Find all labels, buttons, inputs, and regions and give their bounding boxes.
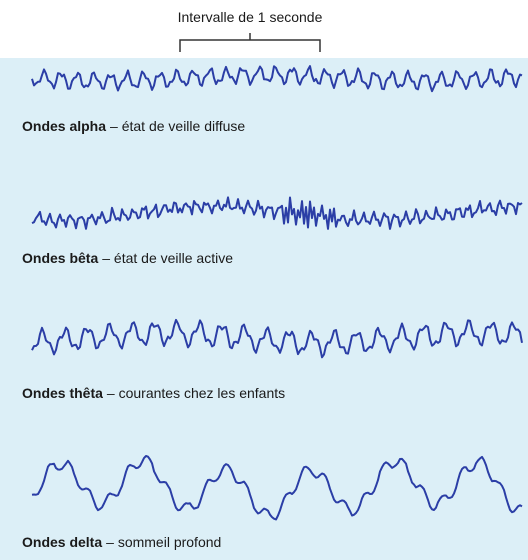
eeg-wave bbox=[31, 196, 523, 230]
interval-bracket bbox=[179, 33, 321, 52]
wave-label: Ondes thêta – courantes chez les enfants bbox=[22, 385, 285, 401]
wave-name: Ondes delta bbox=[22, 534, 102, 550]
wave-description: – état de veille diffuse bbox=[110, 118, 245, 134]
eeg-wave bbox=[31, 65, 523, 93]
wave-name: Ondes alpha bbox=[22, 118, 106, 134]
wave-name: Ondes thêta bbox=[22, 385, 103, 401]
eeg-wave bbox=[31, 318, 523, 359]
wave-description: – courantes chez les enfants bbox=[107, 385, 285, 401]
wave-description: – état de veille active bbox=[102, 250, 233, 266]
wave-label: Ondes delta – sommeil profond bbox=[22, 534, 221, 550]
wave-description: – sommeil profond bbox=[106, 534, 221, 550]
eeg-wave bbox=[31, 455, 523, 521]
background-panel bbox=[0, 58, 528, 560]
interval-label: Intervalle de 1 seconde bbox=[178, 9, 323, 25]
wave-label: Ondes alpha – état de veille diffuse bbox=[22, 118, 245, 134]
wave-name: Ondes bêta bbox=[22, 250, 98, 266]
wave-label: Ondes bêta – état de veille active bbox=[22, 250, 233, 266]
